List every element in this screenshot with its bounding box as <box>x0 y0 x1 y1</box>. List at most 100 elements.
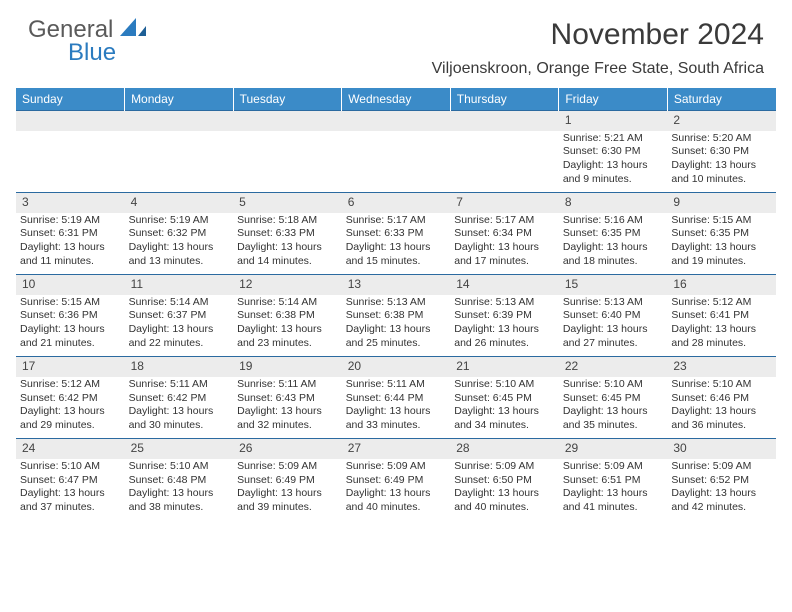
sunset-line: Sunset: 6:51 PM <box>563 474 664 488</box>
day-number-cell: 10 <box>16 275 125 295</box>
sunset-line: Sunset: 6:44 PM <box>346 392 447 406</box>
sunset-line: Sunset: 6:52 PM <box>671 474 772 488</box>
daylight-line: Daylight: 13 hours and 42 minutes. <box>671 487 772 514</box>
daylight-line: Daylight: 13 hours and 40 minutes. <box>454 487 555 514</box>
daylight-line: Daylight: 13 hours and 11 minutes. <box>20 241 121 268</box>
daylight-line: Daylight: 13 hours and 26 minutes. <box>454 323 555 350</box>
sunrise-line: Sunrise: 5:11 AM <box>129 378 230 392</box>
content-row: Sunrise: 5:15 AMSunset: 6:36 PMDaylight:… <box>16 295 776 357</box>
day-content-cell: Sunrise: 5:19 AMSunset: 6:32 PMDaylight:… <box>125 213 234 275</box>
daylight-line: Daylight: 13 hours and 38 minutes. <box>129 487 230 514</box>
daylight-line: Daylight: 13 hours and 32 minutes. <box>237 405 338 432</box>
sunset-line: Sunset: 6:38 PM <box>237 309 338 323</box>
sunset-line: Sunset: 6:43 PM <box>237 392 338 406</box>
weekday-header: Tuesday <box>233 88 342 111</box>
day-number-cell: 8 <box>559 193 668 213</box>
daylight-line: Daylight: 13 hours and 22 minutes. <box>129 323 230 350</box>
daylight-line: Daylight: 13 hours and 28 minutes. <box>671 323 772 350</box>
logo-sail-icon <box>120 18 146 43</box>
sunset-line: Sunset: 6:48 PM <box>129 474 230 488</box>
daynum-row: 24252627282930 <box>16 439 776 459</box>
content-row: Sunrise: 5:19 AMSunset: 6:31 PMDaylight:… <box>16 213 776 275</box>
sunset-line: Sunset: 6:49 PM <box>346 474 447 488</box>
daylight-line: Daylight: 13 hours and 41 minutes. <box>563 487 664 514</box>
sunset-line: Sunset: 6:30 PM <box>563 145 664 159</box>
sunset-line: Sunset: 6:45 PM <box>454 392 555 406</box>
daylight-line: Daylight: 13 hours and 23 minutes. <box>237 323 338 350</box>
sunset-line: Sunset: 6:34 PM <box>454 227 555 241</box>
sunrise-line: Sunrise: 5:17 AM <box>346 214 447 228</box>
sunrise-line: Sunrise: 5:20 AM <box>671 132 772 146</box>
day-number-cell: 18 <box>125 357 234 377</box>
daylight-line: Daylight: 13 hours and 35 minutes. <box>563 405 664 432</box>
sunrise-line: Sunrise: 5:14 AM <box>237 296 338 310</box>
day-number-cell: 19 <box>233 357 342 377</box>
day-number-cell: 26 <box>233 439 342 459</box>
daynum-row: 12 <box>16 111 776 131</box>
day-content-cell <box>125 131 234 193</box>
day-content-cell: Sunrise: 5:10 AMSunset: 6:48 PMDaylight:… <box>125 459 234 521</box>
sunrise-line: Sunrise: 5:10 AM <box>671 378 772 392</box>
day-content-cell: Sunrise: 5:10 AMSunset: 6:47 PMDaylight:… <box>16 459 125 521</box>
day-content-cell: Sunrise: 5:21 AMSunset: 6:30 PMDaylight:… <box>559 131 668 193</box>
daylight-line: Daylight: 13 hours and 17 minutes. <box>454 241 555 268</box>
sunset-line: Sunset: 6:33 PM <box>346 227 447 241</box>
daylight-line: Daylight: 13 hours and 27 minutes. <box>563 323 664 350</box>
logo-text-blue: Blue <box>68 39 146 67</box>
sunrise-line: Sunrise: 5:09 AM <box>563 460 664 474</box>
daylight-line: Daylight: 13 hours and 9 minutes. <box>563 159 664 186</box>
daylight-line: Daylight: 13 hours and 21 minutes. <box>20 323 121 350</box>
sunrise-line: Sunrise: 5:13 AM <box>563 296 664 310</box>
sunrise-line: Sunrise: 5:13 AM <box>346 296 447 310</box>
daylight-line: Daylight: 13 hours and 14 minutes. <box>237 241 338 268</box>
day-content-cell: Sunrise: 5:10 AMSunset: 6:45 PMDaylight:… <box>559 377 668 439</box>
day-number-cell: 15 <box>559 275 668 295</box>
weekday-header: Friday <box>559 88 668 111</box>
sunset-line: Sunset: 6:40 PM <box>563 309 664 323</box>
day-content-cell: Sunrise: 5:19 AMSunset: 6:31 PMDaylight:… <box>16 213 125 275</box>
day-number-cell: 23 <box>667 357 776 377</box>
day-content-cell: Sunrise: 5:18 AMSunset: 6:33 PMDaylight:… <box>233 213 342 275</box>
title-block: November 2024 Viljoenskroon, Orange Free… <box>432 18 764 78</box>
daylight-line: Daylight: 13 hours and 40 minutes. <box>346 487 447 514</box>
day-content-cell: Sunrise: 5:13 AMSunset: 6:38 PMDaylight:… <box>342 295 451 357</box>
day-content-cell: Sunrise: 5:13 AMSunset: 6:40 PMDaylight:… <box>559 295 668 357</box>
calendar-body: 12 Sunrise: 5:21 AMSunset: 6:30 PMDaylig… <box>16 111 776 521</box>
daynum-row: 10111213141516 <box>16 275 776 295</box>
day-content-cell: Sunrise: 5:12 AMSunset: 6:42 PMDaylight:… <box>16 377 125 439</box>
day-content-cell <box>16 131 125 193</box>
weekday-header: Thursday <box>450 88 559 111</box>
sunset-line: Sunset: 6:39 PM <box>454 309 555 323</box>
day-number-cell: 25 <box>125 439 234 459</box>
calendar-table: SundayMondayTuesdayWednesdayThursdayFrid… <box>16 88 776 521</box>
logo: General Blue <box>28 18 146 67</box>
day-content-cell: Sunrise: 5:11 AMSunset: 6:42 PMDaylight:… <box>125 377 234 439</box>
sunrise-line: Sunrise: 5:15 AM <box>671 214 772 228</box>
day-number-cell <box>233 111 342 131</box>
day-content-cell <box>233 131 342 193</box>
day-content-cell: Sunrise: 5:13 AMSunset: 6:39 PMDaylight:… <box>450 295 559 357</box>
daynum-row: 17181920212223 <box>16 357 776 377</box>
day-number-cell: 13 <box>342 275 451 295</box>
location: Viljoenskroon, Orange Free State, South … <box>432 60 764 78</box>
day-number-cell: 17 <box>16 357 125 377</box>
day-content-cell: Sunrise: 5:15 AMSunset: 6:35 PMDaylight:… <box>667 213 776 275</box>
sunrise-line: Sunrise: 5:17 AM <box>454 214 555 228</box>
day-number-cell <box>125 111 234 131</box>
day-content-cell: Sunrise: 5:09 AMSunset: 6:52 PMDaylight:… <box>667 459 776 521</box>
day-content-cell <box>342 131 451 193</box>
weekday-header: Monday <box>125 88 234 111</box>
sunrise-line: Sunrise: 5:09 AM <box>454 460 555 474</box>
day-number-cell <box>16 111 125 131</box>
daylight-line: Daylight: 13 hours and 15 minutes. <box>346 241 447 268</box>
sunrise-line: Sunrise: 5:13 AM <box>454 296 555 310</box>
weekday-header: Sunday <box>16 88 125 111</box>
content-row: Sunrise: 5:21 AMSunset: 6:30 PMDaylight:… <box>16 131 776 193</box>
header: General Blue November 2024 Viljoenskroon… <box>0 0 792 82</box>
sunset-line: Sunset: 6:42 PM <box>20 392 121 406</box>
day-content-cell: Sunrise: 5:10 AMSunset: 6:46 PMDaylight:… <box>667 377 776 439</box>
sunset-line: Sunset: 6:36 PM <box>20 309 121 323</box>
weekday-header-row: SundayMondayTuesdayWednesdayThursdayFrid… <box>16 88 776 111</box>
day-content-cell: Sunrise: 5:17 AMSunset: 6:33 PMDaylight:… <box>342 213 451 275</box>
day-number-cell: 16 <box>667 275 776 295</box>
